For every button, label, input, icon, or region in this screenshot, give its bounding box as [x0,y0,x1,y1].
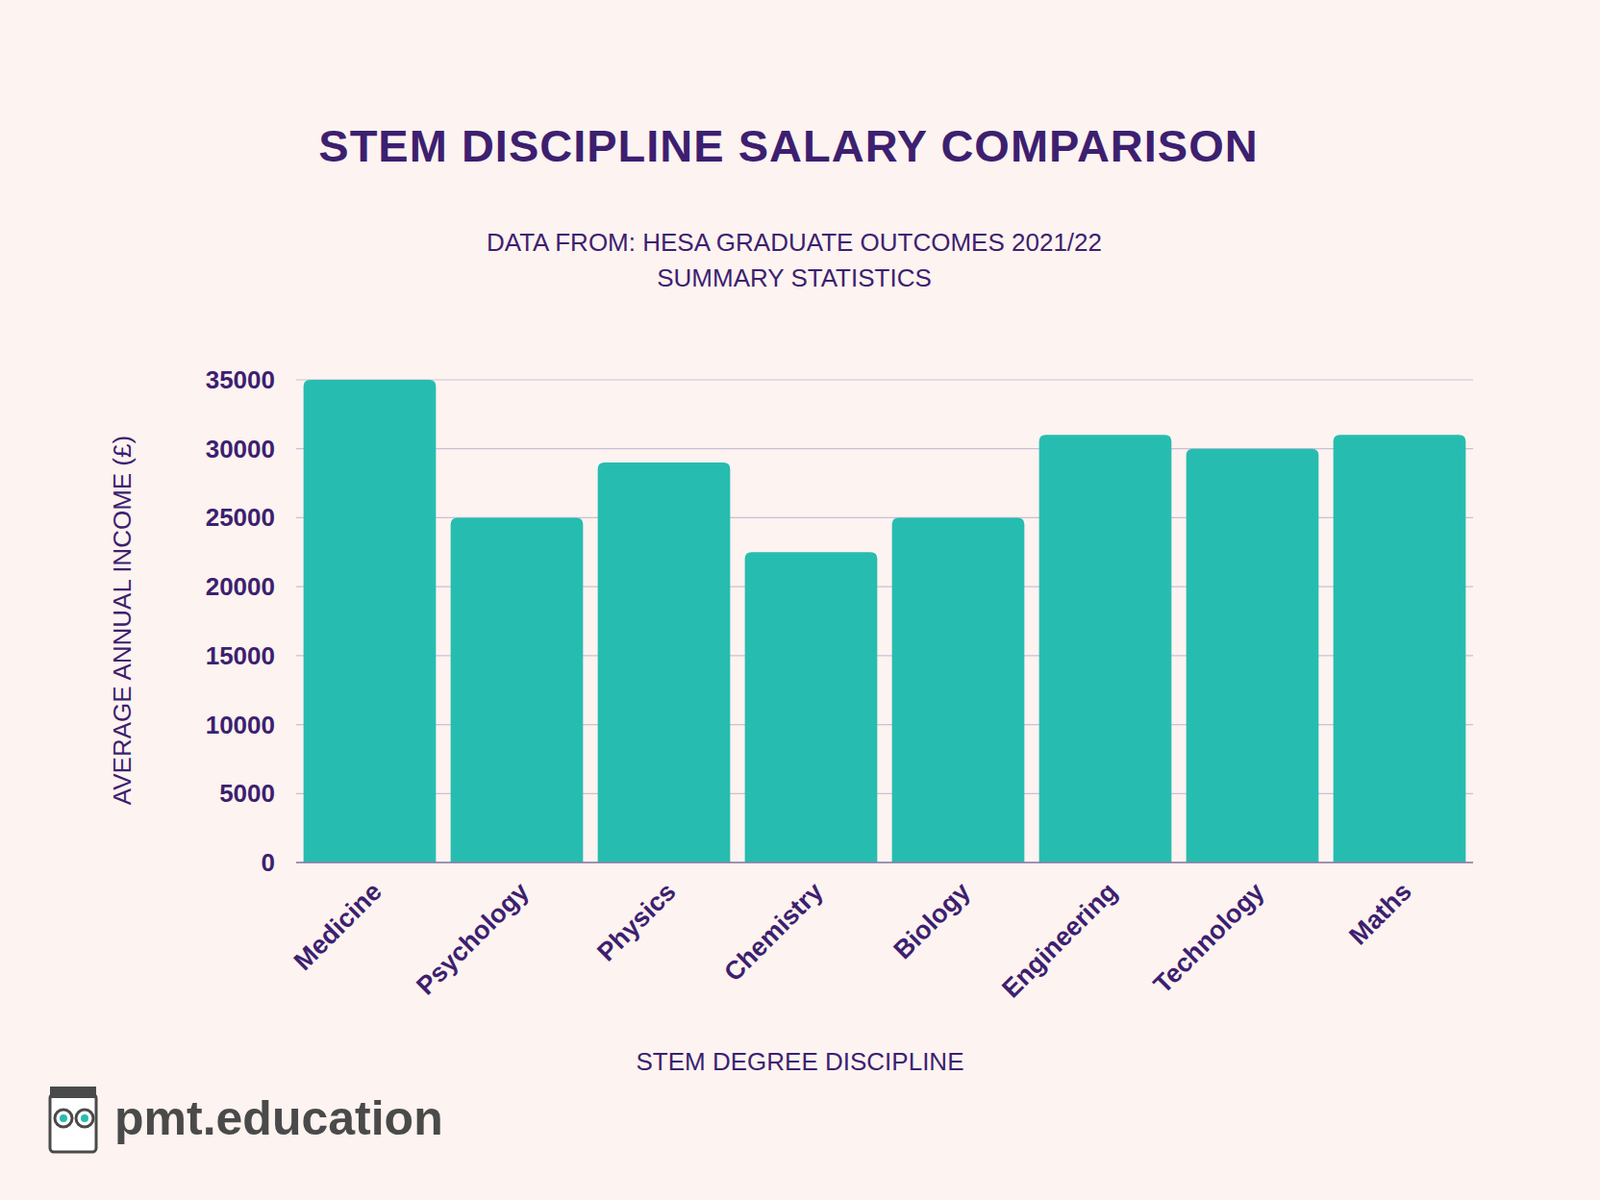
x-tick-label: Engineering [996,876,1124,1004]
grid-line [296,861,1474,863]
y-tick-label: 15000 [205,641,275,671]
title: STEM DISCIPLINE SALARY COMPARISON [318,120,1258,172]
logo-text: pmt.education [114,1091,444,1146]
x-axis-title: STEM DEGREE DISCIPLINE [636,1047,965,1076]
bar [745,551,878,863]
x-tick-label: Maths [1343,876,1417,950]
bar [1039,434,1173,863]
x-tick-label: Technology [1148,876,1271,1000]
subtitle: DATA FROM: HESA GRADUATE OUTCOMES 2021/2… [486,227,1102,257]
chart: STEM DISCIPLINE SALARY COMPARISON DATA FR… [0,0,1600,1200]
bar [892,517,1025,863]
chart-root: STEM DISCIPLINE SALARY COMPARISON DATA FR… [0,0,1600,1200]
x-tick-label: Psychology [410,876,534,1000]
subtitle: SUMMARY STATISTICS [656,263,932,293]
x-tick-label: Medicine [288,876,388,976]
bar [1186,449,1320,863]
grid-line [296,378,1474,380]
x-tick-label: Chemistry [718,876,829,988]
y-axis-title: AVERAGE ANNUAL INCOME (£) [107,435,137,805]
y-tick-label: 35000 [205,365,275,395]
y-tick-label: 5000 [219,778,275,808]
y-tick-label: 20000 [205,572,275,601]
bar [598,462,731,863]
y-tick-label: 0 [261,848,275,877]
x-tick-label: Physics [591,876,681,967]
bar [450,517,584,863]
bar [1333,434,1467,863]
y-tick-label: 25000 [205,502,275,532]
background [0,0,1600,1200]
x-tick-label: Biology [888,876,976,965]
y-tick-label: 10000 [205,710,275,740]
x-axis-line [296,861,1474,864]
bar [303,379,437,863]
y-tick-label: 30000 [205,434,275,464]
logo-icon [50,1086,97,1152]
grid [296,379,1474,863]
bars [303,379,1467,863]
